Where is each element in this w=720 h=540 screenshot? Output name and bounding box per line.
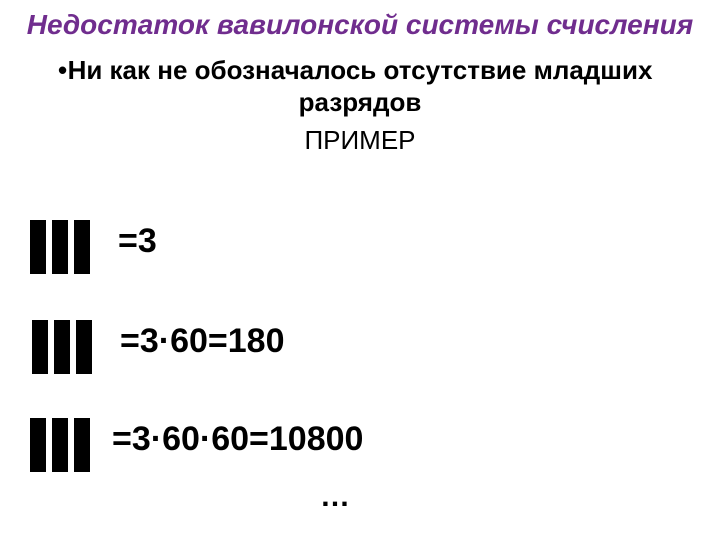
slide-container: Недостаток вавилонской системы счисления… xyxy=(0,0,720,540)
wedge-icon xyxy=(74,418,90,472)
equation-text: =3·60=180 xyxy=(120,322,294,361)
example-row: =3 xyxy=(30,220,110,274)
wedge-icon xyxy=(32,320,48,374)
cuneiform-group xyxy=(32,320,92,374)
wedge-icon xyxy=(76,320,92,374)
wedge-icon xyxy=(52,418,68,472)
cuneiform-group xyxy=(30,418,90,472)
wedge-icon xyxy=(74,220,90,274)
equation-text: =3·60·60=10800 xyxy=(112,420,376,459)
example-label: ПРИМЕР xyxy=(0,125,720,156)
slide-title: Недостаток вавилонской системы счисления xyxy=(0,0,720,42)
wedge-icon xyxy=(52,220,68,274)
wedge-icon xyxy=(30,418,46,472)
example-row: =3·60·60=10800 xyxy=(30,418,110,472)
wedge-icon xyxy=(54,320,70,374)
example-row: =3·60=180 xyxy=(32,320,112,374)
ellipsis-text: … xyxy=(320,480,350,514)
cuneiform-group xyxy=(30,220,90,274)
wedge-icon xyxy=(30,220,46,274)
equation-text: =3 xyxy=(118,222,318,261)
bullet-text: Ни как не обозначалось отсутствие младши… xyxy=(0,54,720,119)
